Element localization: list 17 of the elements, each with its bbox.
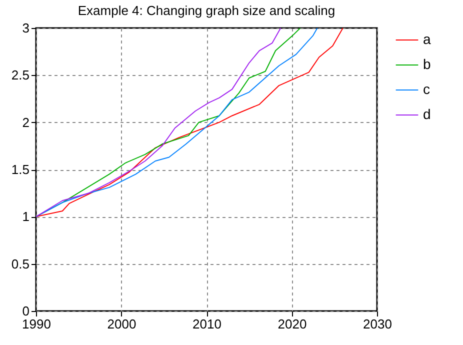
y-tick-label: 2 [22, 114, 30, 130]
chart-title: Example 4: Changing graph size and scaling [78, 3, 336, 18]
legend-label: d [423, 106, 431, 122]
x-tick-label: 2030 [363, 316, 392, 332]
y-tick-label: 0.5 [11, 256, 30, 272]
x-tick-label: 2010 [192, 316, 222, 332]
y-tick-label: 3 [22, 20, 30, 36]
x-tick-label: 2000 [107, 316, 136, 332]
x-tick-label: 2020 [278, 316, 307, 332]
y-tick-label: 1 [22, 209, 30, 224]
legend-label: b [423, 56, 431, 72]
y-tick-label: 1.5 [11, 162, 30, 177]
y-tick-label: 2.5 [11, 68, 30, 83]
legend-label: a [423, 31, 431, 47]
legend-label: c [423, 81, 430, 97]
y-tick-label: 0 [22, 304, 30, 318]
x-tick-label: 1990 [22, 316, 51, 332]
